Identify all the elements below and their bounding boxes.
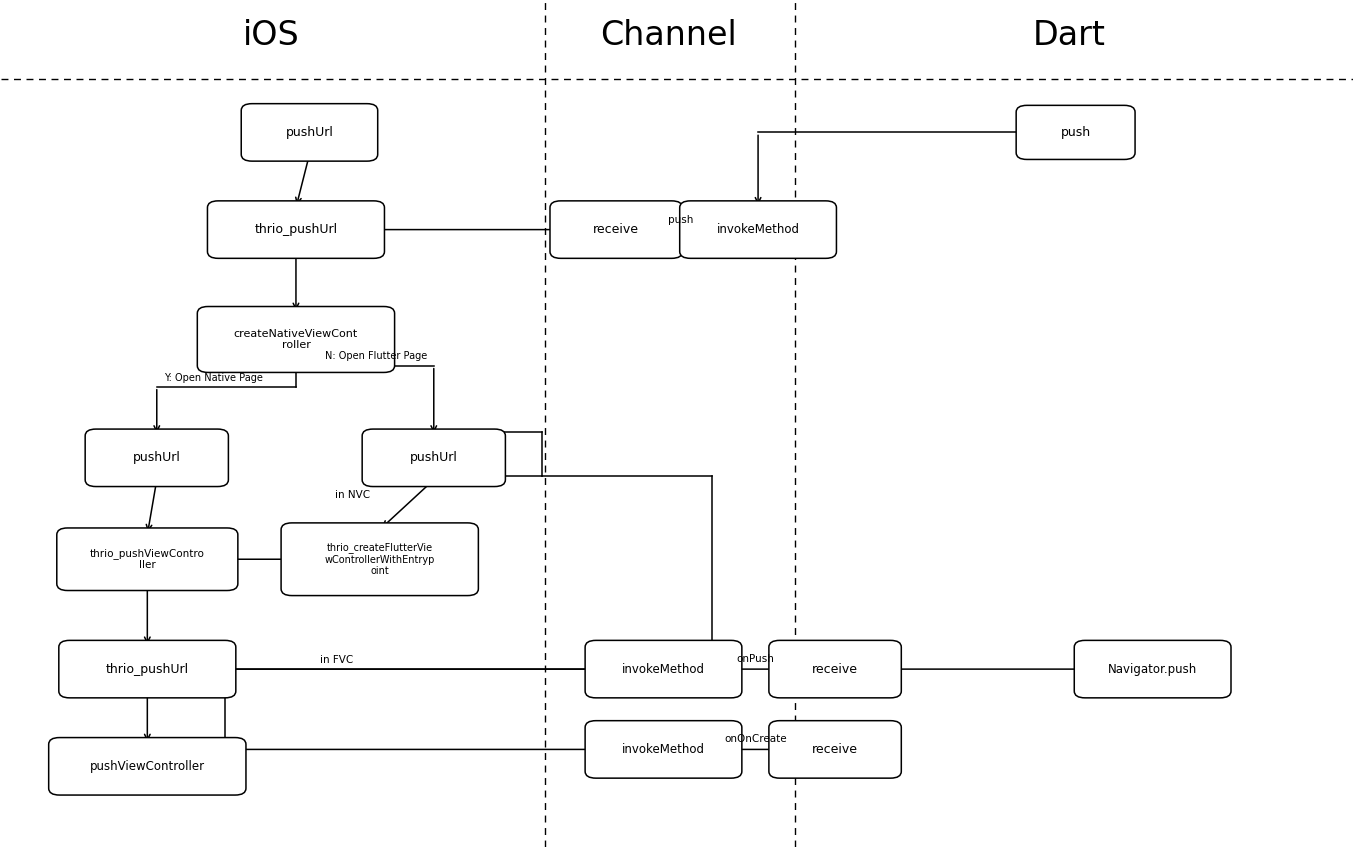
- Text: N: Open Flutter Page: N: Open Flutter Page: [325, 351, 427, 361]
- FancyBboxPatch shape: [207, 201, 385, 259]
- Text: invokeMethod: invokeMethod: [621, 743, 705, 756]
- Text: receive: receive: [812, 662, 858, 676]
- FancyBboxPatch shape: [550, 201, 682, 259]
- Text: push: push: [669, 215, 693, 225]
- FancyBboxPatch shape: [680, 201, 837, 259]
- Text: push: push: [1060, 126, 1091, 139]
- Text: thrio_pushViewContro
ller: thrio_pushViewContro ller: [89, 548, 204, 571]
- Text: Navigator.push: Navigator.push: [1108, 662, 1197, 676]
- Text: invokeMethod: invokeMethod: [621, 662, 705, 676]
- FancyBboxPatch shape: [57, 528, 238, 590]
- FancyBboxPatch shape: [58, 640, 236, 698]
- FancyBboxPatch shape: [585, 640, 742, 698]
- FancyBboxPatch shape: [1016, 105, 1135, 159]
- Text: in FVC: in FVC: [320, 655, 353, 665]
- FancyBboxPatch shape: [769, 640, 902, 698]
- Text: Dart: Dart: [1032, 19, 1105, 52]
- Text: pushViewController: pushViewController: [89, 760, 204, 773]
- FancyBboxPatch shape: [241, 103, 378, 161]
- Text: iOS: iOS: [244, 19, 301, 52]
- Text: pushUrl: pushUrl: [410, 451, 458, 465]
- Text: receive: receive: [593, 223, 639, 236]
- FancyBboxPatch shape: [85, 429, 229, 487]
- Text: thrio_createFlutterVie
wControllerWithEntryp
oint: thrio_createFlutterVie wControllerWithEn…: [325, 542, 435, 577]
- Text: createNativeViewCont
roller: createNativeViewCont roller: [234, 329, 357, 350]
- FancyBboxPatch shape: [585, 721, 742, 778]
- Text: Y: Open Native Page: Y: Open Native Page: [164, 372, 263, 382]
- FancyBboxPatch shape: [1074, 640, 1231, 698]
- FancyBboxPatch shape: [769, 721, 902, 778]
- Text: invokeMethod: invokeMethod: [716, 223, 800, 236]
- Text: pushUrl: pushUrl: [286, 126, 333, 139]
- FancyBboxPatch shape: [282, 523, 478, 595]
- Text: onOnCreate: onOnCreate: [724, 734, 787, 745]
- FancyBboxPatch shape: [198, 306, 394, 372]
- Text: thrio_pushUrl: thrio_pushUrl: [106, 662, 190, 676]
- Text: in NVC: in NVC: [336, 490, 370, 500]
- Text: onPush: onPush: [737, 654, 774, 664]
- FancyBboxPatch shape: [49, 738, 246, 795]
- Text: receive: receive: [812, 743, 858, 756]
- Text: thrio_pushUrl: thrio_pushUrl: [255, 223, 337, 236]
- Text: Channel: Channel: [601, 19, 738, 52]
- FancyBboxPatch shape: [362, 429, 505, 487]
- Text: pushUrl: pushUrl: [133, 451, 180, 465]
